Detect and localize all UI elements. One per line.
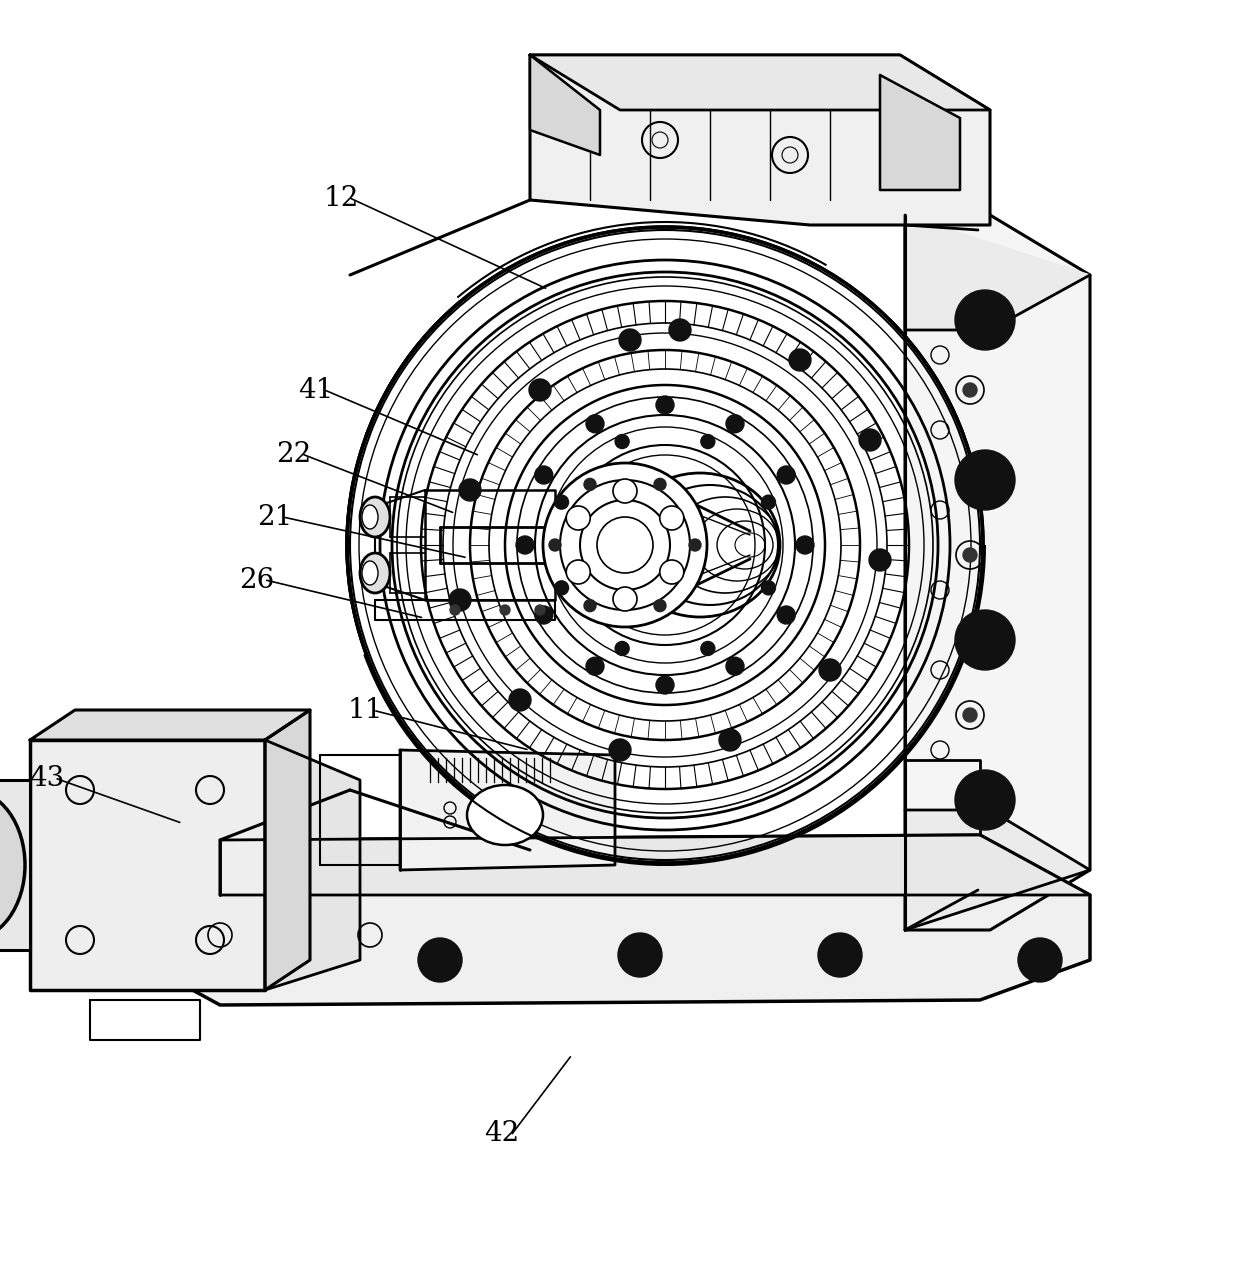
- Polygon shape: [30, 740, 265, 990]
- Circle shape: [719, 729, 742, 751]
- Circle shape: [508, 689, 531, 711]
- Circle shape: [789, 348, 811, 371]
- Polygon shape: [265, 740, 360, 990]
- Circle shape: [777, 466, 795, 484]
- Text: 12: 12: [324, 184, 358, 213]
- Circle shape: [613, 587, 637, 611]
- Circle shape: [796, 535, 813, 553]
- Circle shape: [609, 739, 631, 761]
- Circle shape: [963, 548, 977, 562]
- Text: 22: 22: [277, 441, 311, 469]
- Circle shape: [955, 770, 1016, 830]
- Circle shape: [1018, 938, 1061, 983]
- Circle shape: [653, 478, 666, 491]
- Polygon shape: [905, 215, 1090, 330]
- Circle shape: [584, 478, 596, 491]
- Ellipse shape: [362, 505, 378, 529]
- Polygon shape: [265, 710, 310, 990]
- Circle shape: [818, 933, 862, 977]
- Circle shape: [500, 605, 510, 615]
- Circle shape: [543, 462, 707, 626]
- Polygon shape: [880, 76, 960, 190]
- Circle shape: [963, 708, 977, 722]
- Circle shape: [777, 606, 795, 624]
- Circle shape: [701, 434, 715, 448]
- Circle shape: [701, 642, 715, 656]
- Circle shape: [613, 479, 637, 503]
- Polygon shape: [905, 810, 1090, 930]
- Circle shape: [955, 290, 1016, 350]
- Circle shape: [534, 466, 553, 484]
- Circle shape: [963, 383, 977, 397]
- Polygon shape: [529, 55, 990, 225]
- Ellipse shape: [0, 790, 25, 940]
- Text: 41: 41: [299, 377, 334, 405]
- Circle shape: [761, 496, 775, 509]
- Text: 43: 43: [30, 765, 64, 793]
- Polygon shape: [401, 749, 615, 870]
- Circle shape: [615, 642, 629, 656]
- Circle shape: [955, 450, 1016, 510]
- Circle shape: [534, 606, 553, 624]
- Circle shape: [587, 657, 604, 675]
- Circle shape: [955, 610, 1016, 670]
- Polygon shape: [110, 835, 1090, 1006]
- Circle shape: [449, 589, 471, 611]
- Polygon shape: [905, 215, 1090, 930]
- Polygon shape: [529, 55, 990, 110]
- Text: 42: 42: [485, 1120, 520, 1148]
- Circle shape: [615, 434, 629, 448]
- Circle shape: [587, 415, 604, 433]
- Text: 26: 26: [239, 566, 274, 594]
- Circle shape: [567, 506, 590, 530]
- Polygon shape: [219, 835, 1090, 895]
- Circle shape: [689, 539, 701, 551]
- Text: 21: 21: [258, 503, 293, 532]
- Circle shape: [584, 600, 596, 611]
- Circle shape: [653, 600, 666, 611]
- Circle shape: [418, 938, 463, 983]
- Circle shape: [549, 539, 560, 551]
- Circle shape: [859, 429, 880, 451]
- Circle shape: [554, 580, 568, 594]
- Circle shape: [761, 580, 775, 594]
- Circle shape: [534, 605, 546, 615]
- Circle shape: [725, 657, 744, 675]
- Circle shape: [619, 329, 641, 351]
- Polygon shape: [529, 55, 600, 155]
- Circle shape: [660, 560, 683, 584]
- Circle shape: [529, 379, 551, 401]
- Polygon shape: [30, 710, 310, 740]
- Circle shape: [554, 496, 568, 509]
- Ellipse shape: [467, 785, 543, 845]
- Text: 11: 11: [348, 697, 383, 725]
- Circle shape: [567, 560, 590, 584]
- Ellipse shape: [362, 561, 378, 585]
- Circle shape: [450, 605, 460, 615]
- Circle shape: [516, 535, 534, 553]
- Polygon shape: [0, 780, 30, 951]
- Circle shape: [660, 506, 683, 530]
- Circle shape: [618, 933, 662, 977]
- Circle shape: [725, 415, 744, 433]
- Circle shape: [818, 658, 841, 681]
- Circle shape: [656, 676, 675, 694]
- Circle shape: [656, 396, 675, 414]
- Circle shape: [670, 319, 691, 341]
- Circle shape: [459, 479, 481, 501]
- Circle shape: [869, 550, 892, 571]
- Ellipse shape: [360, 497, 391, 537]
- Ellipse shape: [360, 553, 391, 593]
